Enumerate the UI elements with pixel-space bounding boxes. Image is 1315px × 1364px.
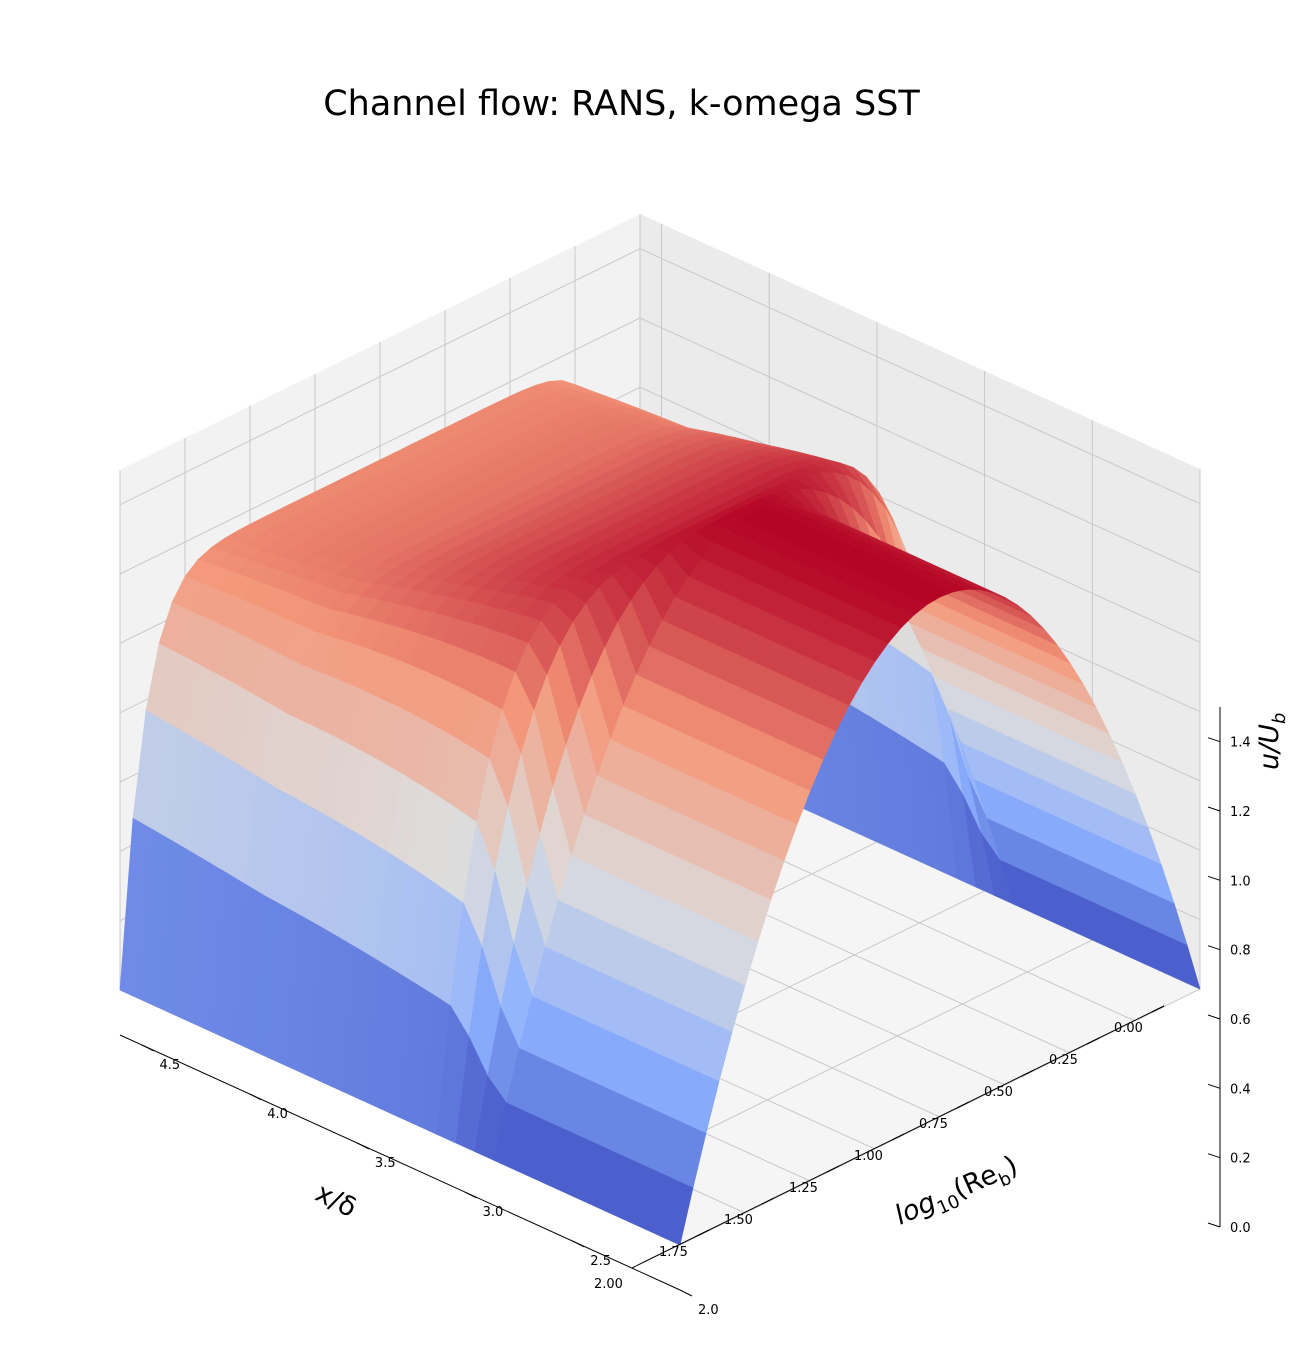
z-tick-4: [1207, 945, 1221, 951]
gridline-z-6: [119, 317, 1201, 575]
z-tick-1: [1207, 1153, 1221, 1159]
x-tick-label-7: 1.75: [659, 1245, 688, 1260]
gridline-z-7: [119, 248, 1201, 506]
y-axis-label: log10(Reb): [890, 1150, 1024, 1236]
z-tick-label-3: 0.6: [1230, 1013, 1251, 1028]
x-tick-0: [1151, 1005, 1165, 1013]
y-tick-label-2: 3.0: [483, 1205, 504, 1220]
z-tick-label-1: 0.2: [1230, 1152, 1251, 1167]
z-tick-label-2: 0.4: [1230, 1082, 1251, 1097]
y-tick-label-0: 2.0: [698, 1303, 719, 1318]
z-tick-label-7: 1.4: [1230, 736, 1251, 751]
z-tick-label-0: 0.0: [1230, 1221, 1251, 1236]
z-tick-label-4: 0.8: [1230, 944, 1251, 959]
x-tick-label-1: 0.25: [1049, 1053, 1078, 1068]
x-tick-1: [1086, 1037, 1100, 1045]
y-tick-4: [249, 1093, 262, 1101]
z-tick-7: [1207, 737, 1221, 743]
x-tick-3: [956, 1101, 970, 1109]
x-tick-label-6: 1.50: [724, 1213, 753, 1228]
y-tick-1: [572, 1240, 585, 1248]
y-tick-label-3: 3.5: [375, 1156, 396, 1171]
chart-title: Channel flow: RANS, k-omega SST: [323, 84, 920, 124]
x-tick-6: [761, 1197, 775, 1205]
z-tick-6: [1207, 806, 1221, 812]
surface-patch: [660, 1178, 694, 1246]
y-tick-label-4: 4.0: [267, 1107, 288, 1122]
x-tick-5: [826, 1165, 840, 1173]
y-tick-5: [141, 1044, 154, 1052]
y-axis-line: [119, 1034, 681, 1291]
surface: [119, 380, 1201, 1246]
x-tick-4: [891, 1133, 905, 1141]
x-tick-label-3: 0.75: [919, 1117, 948, 1132]
x-tick-label-2: 0.50: [984, 1085, 1013, 1100]
x-axis-label: x/δ: [310, 1178, 361, 1225]
z-tick-3: [1207, 1014, 1221, 1020]
y-tick-2: [464, 1191, 477, 1199]
x-tick-label-4: 1.00: [854, 1149, 883, 1164]
axes: 0.00 0.25 0.50 0.75 1.00 1.25 1.50 1.75 2.00 2.0 2…: [119, 707, 1251, 1318]
y-tick-3: [356, 1142, 370, 1150]
z-tick-label-6: 1.2: [1230, 805, 1251, 820]
x-tick-7: [696, 1229, 710, 1237]
z-tick-0: [1207, 1222, 1221, 1228]
y-tick-label-5: 4.5: [160, 1058, 181, 1073]
x-tick-2: [1021, 1069, 1035, 1077]
z-tick-2: [1207, 1083, 1221, 1089]
y-tick-0: [679, 1289, 693, 1297]
z-tick-label-5: 1.0: [1230, 874, 1251, 889]
x-tick-label-8: 2.00: [594, 1277, 623, 1292]
y-tick-label-1: 2.5: [590, 1254, 611, 1269]
z-axis-label: u/Ub: [1254, 713, 1290, 770]
x-tick-label-0: 0.00: [1114, 1021, 1143, 1036]
x-tick-8: [631, 1261, 645, 1269]
z-tick-5: [1207, 875, 1221, 881]
x-tick-label-5: 1.25: [789, 1181, 818, 1196]
